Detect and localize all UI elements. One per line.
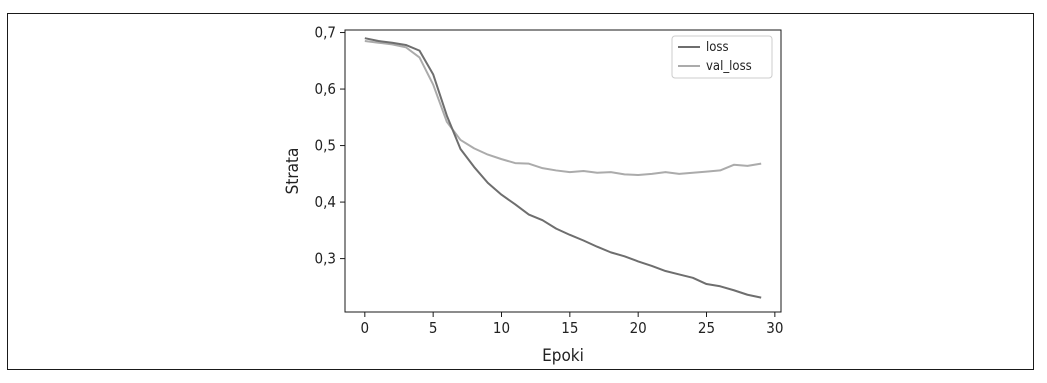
series-lines xyxy=(364,37,762,299)
x-tick-label: 5 xyxy=(429,319,438,337)
x-tick-label: 30 xyxy=(766,319,783,337)
x-tick-label: 25 xyxy=(698,319,715,337)
y-tick-label: 0,4 xyxy=(315,193,336,211)
x-tick-label: 20 xyxy=(630,319,647,337)
legend-label-loss: loss xyxy=(706,40,729,55)
y-tick-label: 0,3 xyxy=(315,250,336,268)
legend-label-val-loss: val_loss xyxy=(706,59,752,74)
legend: loss val_loss xyxy=(671,35,773,79)
x-axis: 0 5 10 15 20 25 30 xyxy=(361,312,783,337)
x-axis-label: Epoki xyxy=(542,346,584,366)
y-tick-label: 0,6 xyxy=(315,80,336,98)
y-tick-label: 0,7 xyxy=(315,24,336,42)
series-line-loss xyxy=(364,37,762,299)
x-tick-label: 10 xyxy=(493,319,510,337)
series-line-val-loss xyxy=(364,40,762,176)
y-tick-label: 0,5 xyxy=(315,137,336,155)
y-axis: 0,3 0,4 0,5 0,6 0,7 xyxy=(315,24,345,268)
y-axis-label: Strata xyxy=(283,148,303,195)
x-tick-label: 0 xyxy=(361,319,370,337)
figure-frame xyxy=(7,13,1034,370)
plot-area xyxy=(344,29,782,313)
x-tick-label: 15 xyxy=(561,319,578,337)
